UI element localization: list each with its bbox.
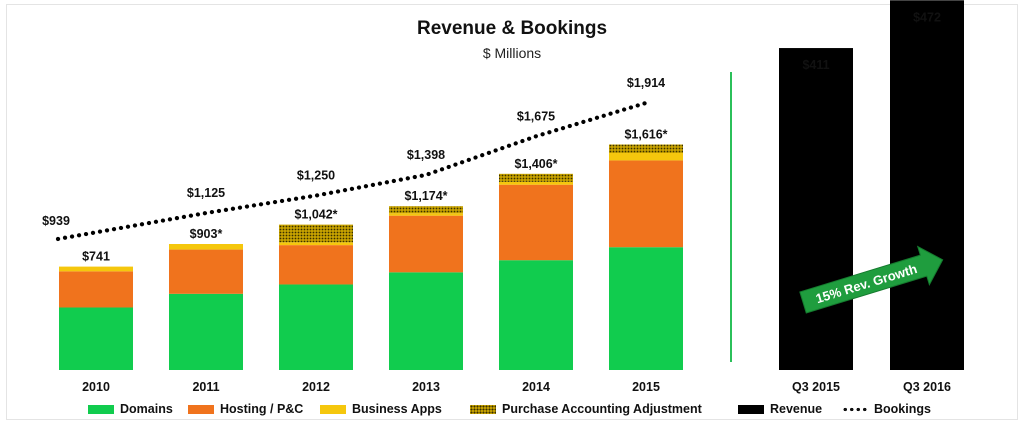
bar-purchase-adj-2012 xyxy=(279,224,353,243)
bar-business-apps-2015 xyxy=(609,153,683,161)
x-tick-q3-2016: Q3 2016 xyxy=(903,380,951,394)
x-tick-q3-2015: Q3 2015 xyxy=(792,380,840,394)
legend-domains: Domains xyxy=(88,402,173,416)
legend-domains-swatch xyxy=(88,404,114,414)
bar-business-apps-2014 xyxy=(499,181,573,185)
legend-revenue-swatch xyxy=(738,404,764,414)
total-label-2011: $903* xyxy=(190,227,223,241)
bar-hosting-2012 xyxy=(279,245,353,285)
bar-domains-2010 xyxy=(59,307,133,370)
legend-purchase-adj-label: Purchase Accounting Adjustment xyxy=(502,402,702,416)
total-label-2010: $741 xyxy=(82,250,110,264)
bar-hosting-2015 xyxy=(609,160,683,248)
bar-hosting-2014 xyxy=(499,184,573,261)
legend-hosting: Hosting / P&C xyxy=(188,402,303,416)
bookings-label-2011: $1,125 xyxy=(187,186,225,200)
bar-business-apps-2011 xyxy=(169,244,243,250)
bar-domains-2015 xyxy=(609,247,683,370)
bar-hosting-2011 xyxy=(169,249,243,294)
bar-business-apps-2010 xyxy=(59,266,133,272)
bar-business-apps-2013 xyxy=(389,213,463,216)
bar-domains-2013 xyxy=(389,272,463,370)
bookings-label-2012: $1,250 xyxy=(297,169,335,183)
bookings-label-2015: $1,914 xyxy=(627,76,665,90)
legend-domains-label: Domains xyxy=(120,402,173,416)
bar-domains-2014 xyxy=(499,260,573,370)
bar-purchase-adj-2015 xyxy=(609,144,683,154)
bookings-label-2013: $1,398 xyxy=(407,148,445,162)
revenue-label-q3-2015: $411 xyxy=(802,58,829,72)
bar-revenue-q3-2016 xyxy=(890,0,964,371)
bar-hosting-2010 xyxy=(59,271,133,308)
revenue-label-q3-2016: $472 xyxy=(913,10,941,24)
legend-hosting-label: Hosting / P&C xyxy=(220,402,304,416)
bar-domains-2012 xyxy=(279,284,353,370)
x-tick-2012: 2012 xyxy=(302,380,330,394)
x-tick-2011: 2011 xyxy=(192,380,219,394)
legend-bookings: Bookings xyxy=(842,402,931,416)
bar-domains-2011 xyxy=(169,293,243,370)
x-tick-2010: 2010 xyxy=(82,380,110,394)
legend-bookings-label: Bookings xyxy=(874,402,931,416)
x-tick-2013: 2013 xyxy=(412,380,440,394)
chart-title: Revenue & Bookings xyxy=(416,18,608,39)
legend-bookings-swatch xyxy=(842,404,868,414)
bar-purchase-adj-2013 xyxy=(389,206,463,214)
total-label-2014: $1,406* xyxy=(514,157,557,171)
bookings-label-2014: $1,675 xyxy=(517,109,555,123)
legend-revenue: Revenue xyxy=(738,402,822,416)
x-tick-2015: 2015 xyxy=(632,380,660,394)
total-label-2012: $1,042* xyxy=(294,208,337,222)
legend-business-apps-label: Business Apps xyxy=(352,402,442,416)
bar-business-apps-2012 xyxy=(279,242,353,246)
x-tick-2014: 2014 xyxy=(522,380,550,394)
bar-hosting-2013 xyxy=(389,215,463,273)
legend-hosting-swatch xyxy=(188,404,214,414)
legend-purchase-adj: Purchase Accounting Adjustment xyxy=(470,402,702,416)
bookings-line-annual xyxy=(55,100,649,242)
bar-purchase-adj-2014 xyxy=(499,173,573,182)
growth-arrow-shape xyxy=(799,245,944,314)
legend-business-apps-swatch xyxy=(320,404,346,414)
legend: Domains Hosting / P&C Business Apps Purc… xyxy=(0,402,1024,422)
total-label-2015: $1,616* xyxy=(624,128,667,142)
bar-revenue-q3-2015 xyxy=(779,48,853,371)
bookings-label-2010: $939 xyxy=(42,214,70,228)
legend-revenue-label: Revenue xyxy=(770,402,823,416)
chart-subtitle: $ Millions xyxy=(482,45,542,61)
legend-business-apps: Business Apps xyxy=(320,402,442,416)
total-label-2013: $1,174* xyxy=(404,189,447,203)
legend-purchase-adj-swatch xyxy=(470,404,496,414)
